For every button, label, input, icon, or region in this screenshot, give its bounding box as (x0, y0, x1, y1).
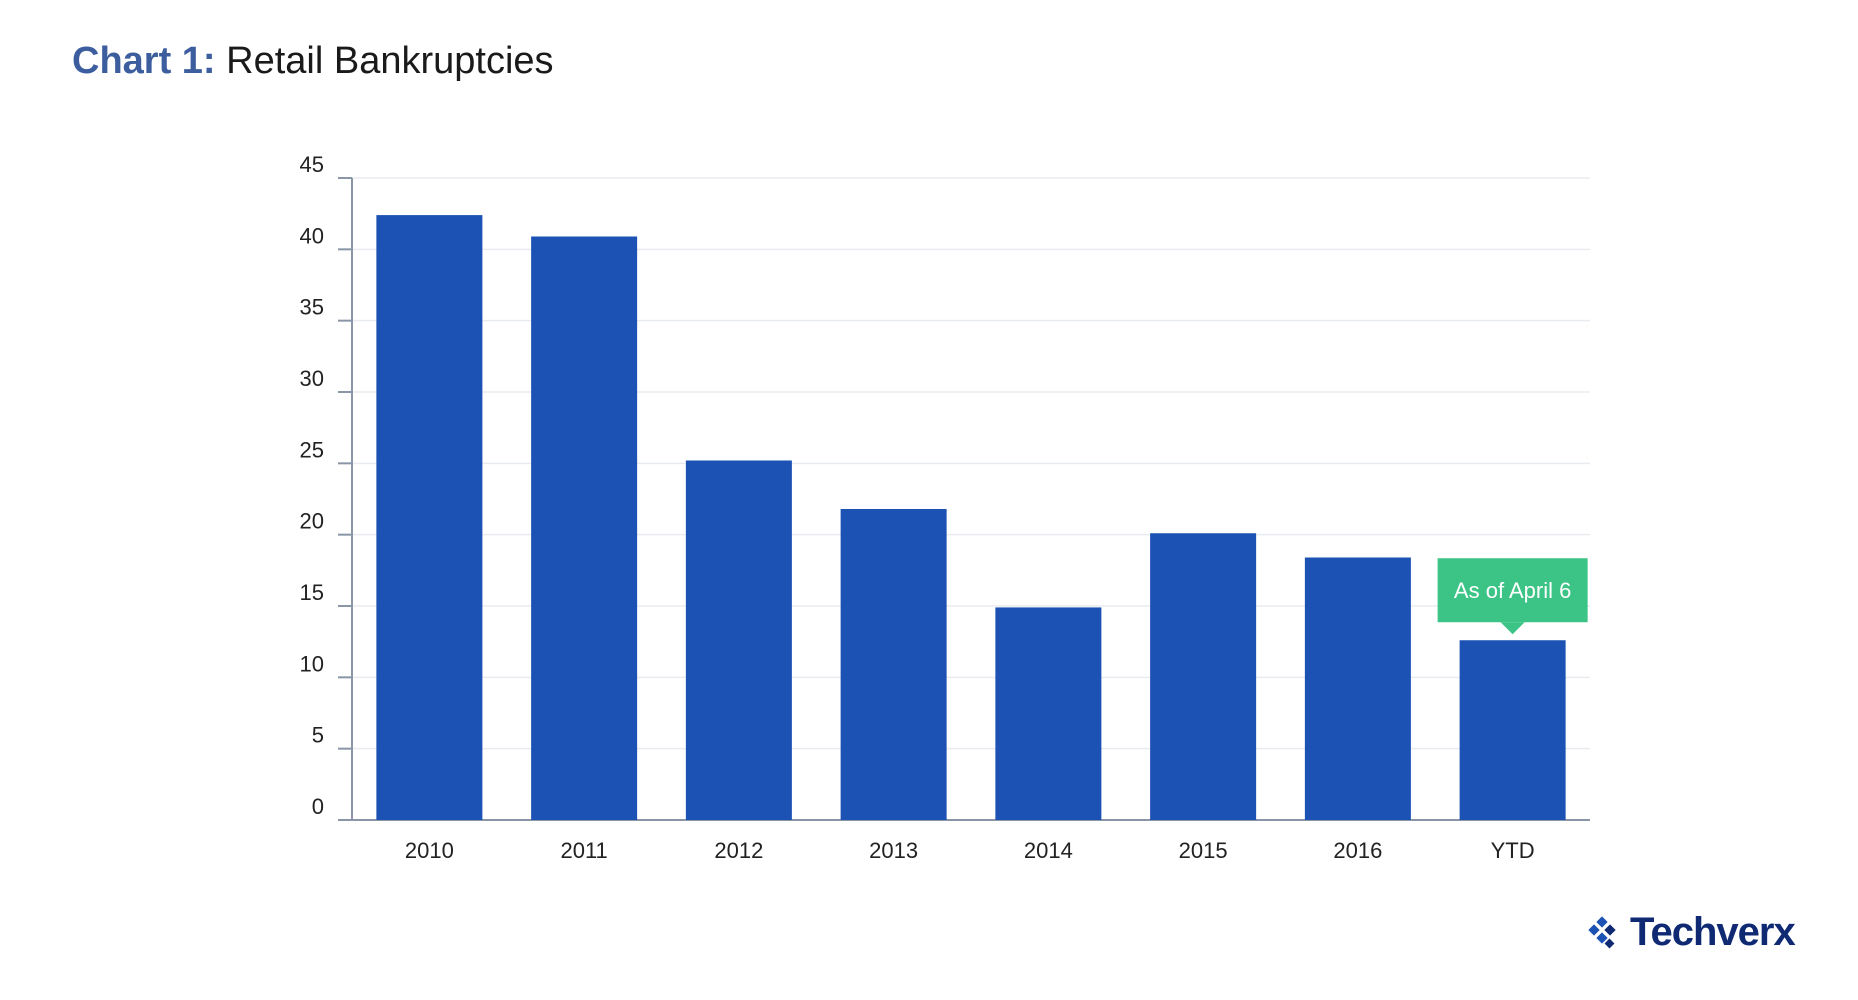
x-tick-label: 2010 (405, 838, 454, 863)
y-tick-label: 0 (312, 794, 324, 819)
bar-2011 (531, 236, 638, 820)
chart-title: Chart 1: Retail Bankruptcies (72, 40, 554, 83)
y-tick-label: 40 (300, 223, 324, 248)
bar-2016 (1304, 557, 1411, 820)
x-tick-label: 2014 (1024, 838, 1073, 863)
bar-2013 (840, 508, 947, 820)
x-tick-label: 2015 (1179, 838, 1228, 863)
chart-title-prefix: Chart 1: (72, 40, 216, 82)
chart-title-main: Retail Bankruptcies (226, 40, 554, 82)
y-tick-label: 25 (300, 437, 324, 462)
annotation-callout-box (1437, 558, 1588, 623)
bar-YTD (1459, 640, 1566, 820)
y-tick-label: 45 (300, 152, 324, 177)
x-tick-label: 2013 (869, 838, 918, 863)
x-tick-label: YTD (1491, 838, 1535, 863)
x-tick-label: 2011 (560, 838, 607, 863)
y-tick-label: 10 (300, 651, 324, 676)
annotation-text: As of April 6 (1454, 578, 1571, 603)
x-tick-label: 2012 (714, 838, 763, 863)
y-tick-label: 20 (300, 509, 324, 534)
y-tick-label: 35 (300, 295, 324, 320)
y-tick-label: 30 (300, 366, 324, 391)
techverx-logo: Techverx (1588, 910, 1796, 955)
bar-2015 (1150, 533, 1257, 820)
logo-text: Techverx (1630, 910, 1796, 954)
x-tick-label: 2016 (1333, 838, 1382, 863)
y-tick-label: 15 (300, 580, 324, 605)
bar-2010 (376, 215, 483, 821)
diamond-logo-icon (1588, 915, 1616, 948)
annotation-callout-pointer (1500, 622, 1525, 635)
y-tick-label: 5 (312, 723, 324, 748)
bar-2012 (685, 460, 792, 820)
bar-2014 (995, 607, 1102, 820)
